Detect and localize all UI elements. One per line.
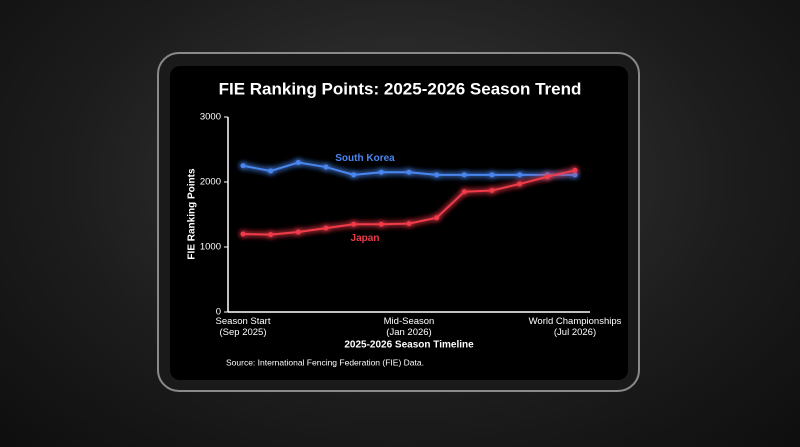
x-axis-label: 2025-2026 Season Timeline [344,340,474,351]
x-tick-label: Mid-Season (Jan 2026) [383,316,435,338]
data-point [544,174,550,180]
y-axis-label: FIE Ranking Points [187,168,198,260]
data-point [406,221,412,227]
data-point [572,167,578,173]
chart-title: FIE Ranking Points: 2025-2026 Season Tre… [219,79,582,98]
data-point [378,221,384,227]
data-point [461,172,467,178]
data-point [517,181,523,187]
data-point [461,189,467,195]
y-tick-label: 2000 [200,177,221,188]
x-tick-label: World Championships (Jul 2026) [528,316,622,338]
data-point [351,221,357,227]
data-point [378,169,384,175]
y-tick-label: 3000 [200,112,221,123]
series-label: Japan [351,233,380,244]
data-point [240,231,246,237]
series [240,167,578,238]
data-point [572,172,578,178]
data-point [295,160,301,165]
data-point [268,168,274,174]
data-point [351,172,357,178]
data-point [240,163,246,169]
data-point [517,172,523,178]
y-tick-label: 1000 [200,242,221,253]
x-tick-label: Season Start (Sep 2025) [215,316,271,338]
source-note: Source: International Fencing Federation… [226,357,424,367]
series-label: South Korea [335,153,395,164]
data-point [489,172,495,178]
data-point [489,187,495,193]
data-point [323,164,329,170]
data-point [406,169,412,175]
data-point [323,225,329,231]
data-point [295,229,301,235]
series [240,160,578,178]
y-tick-label: 0 [216,307,221,318]
data-point [434,215,440,221]
data-point [434,172,440,178]
data-point [268,232,274,238]
